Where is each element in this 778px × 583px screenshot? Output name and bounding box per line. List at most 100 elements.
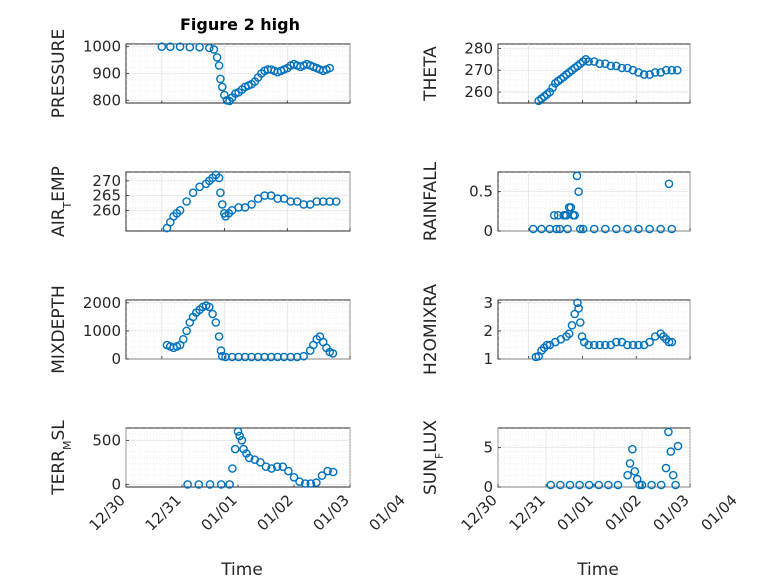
data-point: [635, 480, 644, 490]
data-point: [617, 63, 627, 73]
y-axis-label: TERRMSL: [49, 420, 74, 496]
data-point: [542, 340, 552, 350]
data-point: [185, 42, 195, 52]
data-point: [537, 224, 546, 234]
data-point: [577, 332, 587, 341]
y-tick-label: 0: [111, 475, 121, 493]
data-point: [273, 352, 282, 362]
data-point: [183, 480, 192, 489]
data-point: [289, 472, 299, 482]
data-point: [667, 65, 677, 75]
data-point: [260, 352, 269, 362]
data-point: [664, 337, 674, 347]
data-point: [647, 480, 656, 490]
data-point: [595, 59, 605, 69]
data-point: [630, 466, 640, 476]
y-axis-label: PRESSURE: [49, 29, 69, 118]
data-point: [625, 459, 635, 468]
y-tick-label: 1000: [83, 322, 121, 340]
data-point: [601, 224, 610, 234]
data-point: [628, 444, 637, 454]
x-tick-label: 01/04: [366, 491, 409, 534]
data-point: [242, 449, 251, 458]
data-point: [612, 337, 621, 347]
data-point: [574, 187, 583, 196]
data-point: [637, 480, 647, 490]
data-point: [578, 224, 588, 234]
data-point: [552, 224, 561, 234]
y-tick-label: 5: [483, 439, 493, 457]
data-point: [188, 188, 198, 197]
data-point: [211, 318, 221, 327]
subplot-theta: 260 270 280 THETA: [421, 39, 691, 106]
data-point: [639, 70, 649, 79]
data-point: [260, 191, 269, 200]
data-point: [564, 329, 574, 339]
data-point: [299, 200, 309, 209]
data-point: [318, 197, 328, 206]
x-tick-label: 01/03: [650, 491, 693, 534]
data-point: [204, 302, 214, 312]
data-point: [239, 444, 248, 454]
data-point: [628, 65, 638, 75]
data-point: [673, 441, 683, 451]
y-axis-label: MIXDEPTH: [49, 285, 69, 374]
data-point: [182, 326, 191, 336]
data-point: [266, 352, 276, 362]
y-axis-label: RAINFALL: [421, 161, 441, 241]
data-point: [244, 453, 254, 463]
data-point: [601, 59, 610, 69]
data-point: [328, 349, 338, 358]
data-point: [216, 74, 225, 84]
y-axis-label-main: MIXDEPTH: [49, 285, 69, 374]
data-point: [331, 197, 341, 206]
y-axis-label-main: RAINFALL: [421, 161, 441, 241]
data-point: [650, 68, 660, 77]
data-point: [295, 477, 304, 487]
data-point: [157, 42, 167, 52]
data-point: [563, 224, 572, 234]
y-tick-label: 270: [92, 172, 121, 190]
data-point: [567, 320, 577, 330]
data-point: [667, 224, 677, 234]
subplot-rainfall: 0 0.5 RAINFALL: [421, 161, 691, 241]
subplot-h2omixra: 1 2 3 H2OMIXRA: [421, 284, 691, 375]
data-point: [195, 42, 204, 52]
data-point: [661, 463, 671, 473]
data-point: [634, 340, 643, 350]
data-point: [312, 478, 321, 487]
y-tick-label: 265: [92, 187, 121, 205]
data-point: [570, 210, 580, 220]
subplot-pressure: 800 900 1000 PRESSURE: [49, 29, 351, 118]
data-point: [235, 431, 244, 441]
y-axis-label-tail: SL: [49, 420, 69, 441]
data-point: [204, 43, 214, 53]
data-point: [325, 63, 335, 73]
data-point: [628, 340, 638, 350]
y-axis-label-main: SUN: [421, 459, 441, 495]
data-point: [623, 340, 632, 350]
subplot-mixdepth: 0 1000 2000 MIXDEPTH: [49, 285, 351, 374]
y-tick-label: 280: [464, 39, 493, 57]
data-point: [565, 480, 575, 490]
data-point: [217, 200, 227, 209]
y-tick-label: 2: [483, 322, 493, 340]
data-point: [300, 479, 310, 488]
data-point: [178, 334, 188, 344]
x-tick-label: 12/31: [142, 491, 185, 534]
data-point: [284, 466, 293, 476]
data-point: [306, 479, 316, 488]
data-point: [623, 63, 632, 73]
data-point: [589, 57, 599, 66]
data-point: [601, 340, 610, 350]
y-tick-label: 2000: [83, 294, 121, 312]
data-point: [247, 200, 256, 209]
data-point: [546, 480, 556, 490]
data-point: [225, 480, 234, 489]
data-point: [589, 224, 599, 234]
y-tick-label: 1000: [83, 38, 121, 56]
y-axis-label-subscript: T: [61, 201, 74, 209]
y-tick-label: 270: [464, 61, 493, 79]
data-point: [165, 42, 175, 52]
y-tick-label: 3: [483, 294, 493, 312]
